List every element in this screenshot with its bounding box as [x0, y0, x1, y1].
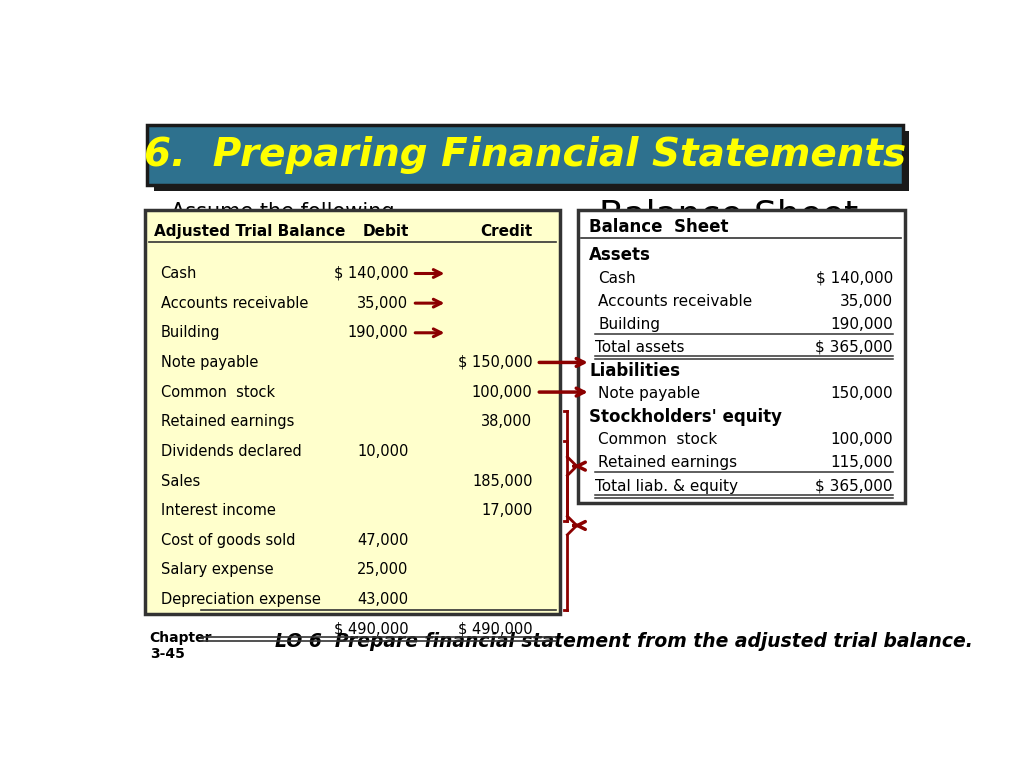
- Text: Retained earnings: Retained earnings: [598, 455, 737, 471]
- Text: Sales: Sales: [161, 474, 200, 488]
- Text: Building: Building: [161, 326, 220, 340]
- Text: Salary expense: Salary expense: [161, 562, 273, 578]
- Text: $ 365,000: $ 365,000: [815, 478, 893, 494]
- Text: 185,000: 185,000: [472, 474, 532, 488]
- Text: Balance  Sheet: Balance Sheet: [589, 218, 729, 236]
- Text: 38,000: 38,000: [481, 414, 532, 429]
- Text: 100,000: 100,000: [830, 432, 893, 447]
- Text: Stockholders' equity: Stockholders' equity: [589, 408, 782, 425]
- Text: Credit: Credit: [480, 224, 532, 239]
- FancyBboxPatch shape: [154, 131, 909, 190]
- Text: Depreciation expense: Depreciation expense: [161, 592, 321, 607]
- Text: 25,000: 25,000: [357, 562, 409, 578]
- Text: $ 140,000: $ 140,000: [334, 266, 409, 281]
- Text: Cash: Cash: [161, 266, 197, 281]
- Text: 150,000: 150,000: [830, 386, 893, 401]
- Text: 10,000: 10,000: [357, 444, 409, 458]
- Text: $ 365,000: $ 365,000: [815, 340, 893, 355]
- Text: 35,000: 35,000: [840, 293, 893, 309]
- FancyBboxPatch shape: [147, 124, 903, 184]
- Text: 100,000: 100,000: [472, 385, 532, 399]
- Text: Common  stock: Common stock: [161, 385, 274, 399]
- Text: 115,000: 115,000: [830, 455, 893, 471]
- FancyBboxPatch shape: [145, 210, 560, 614]
- Text: Note payable: Note payable: [161, 355, 258, 370]
- Text: 6.  Preparing Financial Statements: 6. Preparing Financial Statements: [143, 135, 906, 174]
- Text: Accounts receivable: Accounts receivable: [598, 293, 753, 309]
- Text: Retained earnings: Retained earnings: [161, 414, 294, 429]
- Text: $ 490,000: $ 490,000: [458, 622, 532, 637]
- Text: 43,000: 43,000: [357, 592, 409, 607]
- Text: Interest income: Interest income: [161, 503, 275, 518]
- Text: Balance Sheet: Balance Sheet: [599, 198, 858, 233]
- Text: Adjusted Trial Balance: Adjusted Trial Balance: [168, 219, 398, 239]
- Text: $ 140,000: $ 140,000: [816, 270, 893, 286]
- Text: Debit: Debit: [362, 224, 409, 239]
- Text: Adjusted Trial Balance: Adjusted Trial Balance: [155, 224, 346, 239]
- Text: Total liab. & equity: Total liab. & equity: [595, 478, 738, 494]
- Text: Assume the following: Assume the following: [171, 202, 395, 222]
- Text: 47,000: 47,000: [357, 533, 409, 548]
- Text: 190,000: 190,000: [830, 317, 893, 332]
- Text: Accounts receivable: Accounts receivable: [161, 296, 308, 310]
- Text: Liabilities: Liabilities: [589, 362, 680, 379]
- Text: Note payable: Note payable: [598, 386, 700, 401]
- Text: Cost of goods sold: Cost of goods sold: [161, 533, 295, 548]
- Text: Common  stock: Common stock: [598, 432, 718, 447]
- Text: 17,000: 17,000: [481, 503, 532, 518]
- Text: $ 490,000: $ 490,000: [334, 622, 409, 637]
- Text: $ 150,000: $ 150,000: [458, 355, 532, 370]
- Text: 190,000: 190,000: [348, 326, 409, 340]
- Text: Assets: Assets: [589, 246, 651, 264]
- Text: Chapter
3-45: Chapter 3-45: [150, 631, 212, 661]
- Text: LO 6  Prepare financial statement from the adjusted trial balance.: LO 6 Prepare financial statement from th…: [275, 631, 973, 650]
- FancyBboxPatch shape: [578, 210, 904, 502]
- Text: 35,000: 35,000: [357, 296, 409, 310]
- Text: Building: Building: [598, 317, 660, 332]
- Text: Dividends declared: Dividends declared: [161, 444, 301, 458]
- Text: Total assets: Total assets: [595, 340, 685, 355]
- Text: Cash: Cash: [598, 270, 636, 286]
